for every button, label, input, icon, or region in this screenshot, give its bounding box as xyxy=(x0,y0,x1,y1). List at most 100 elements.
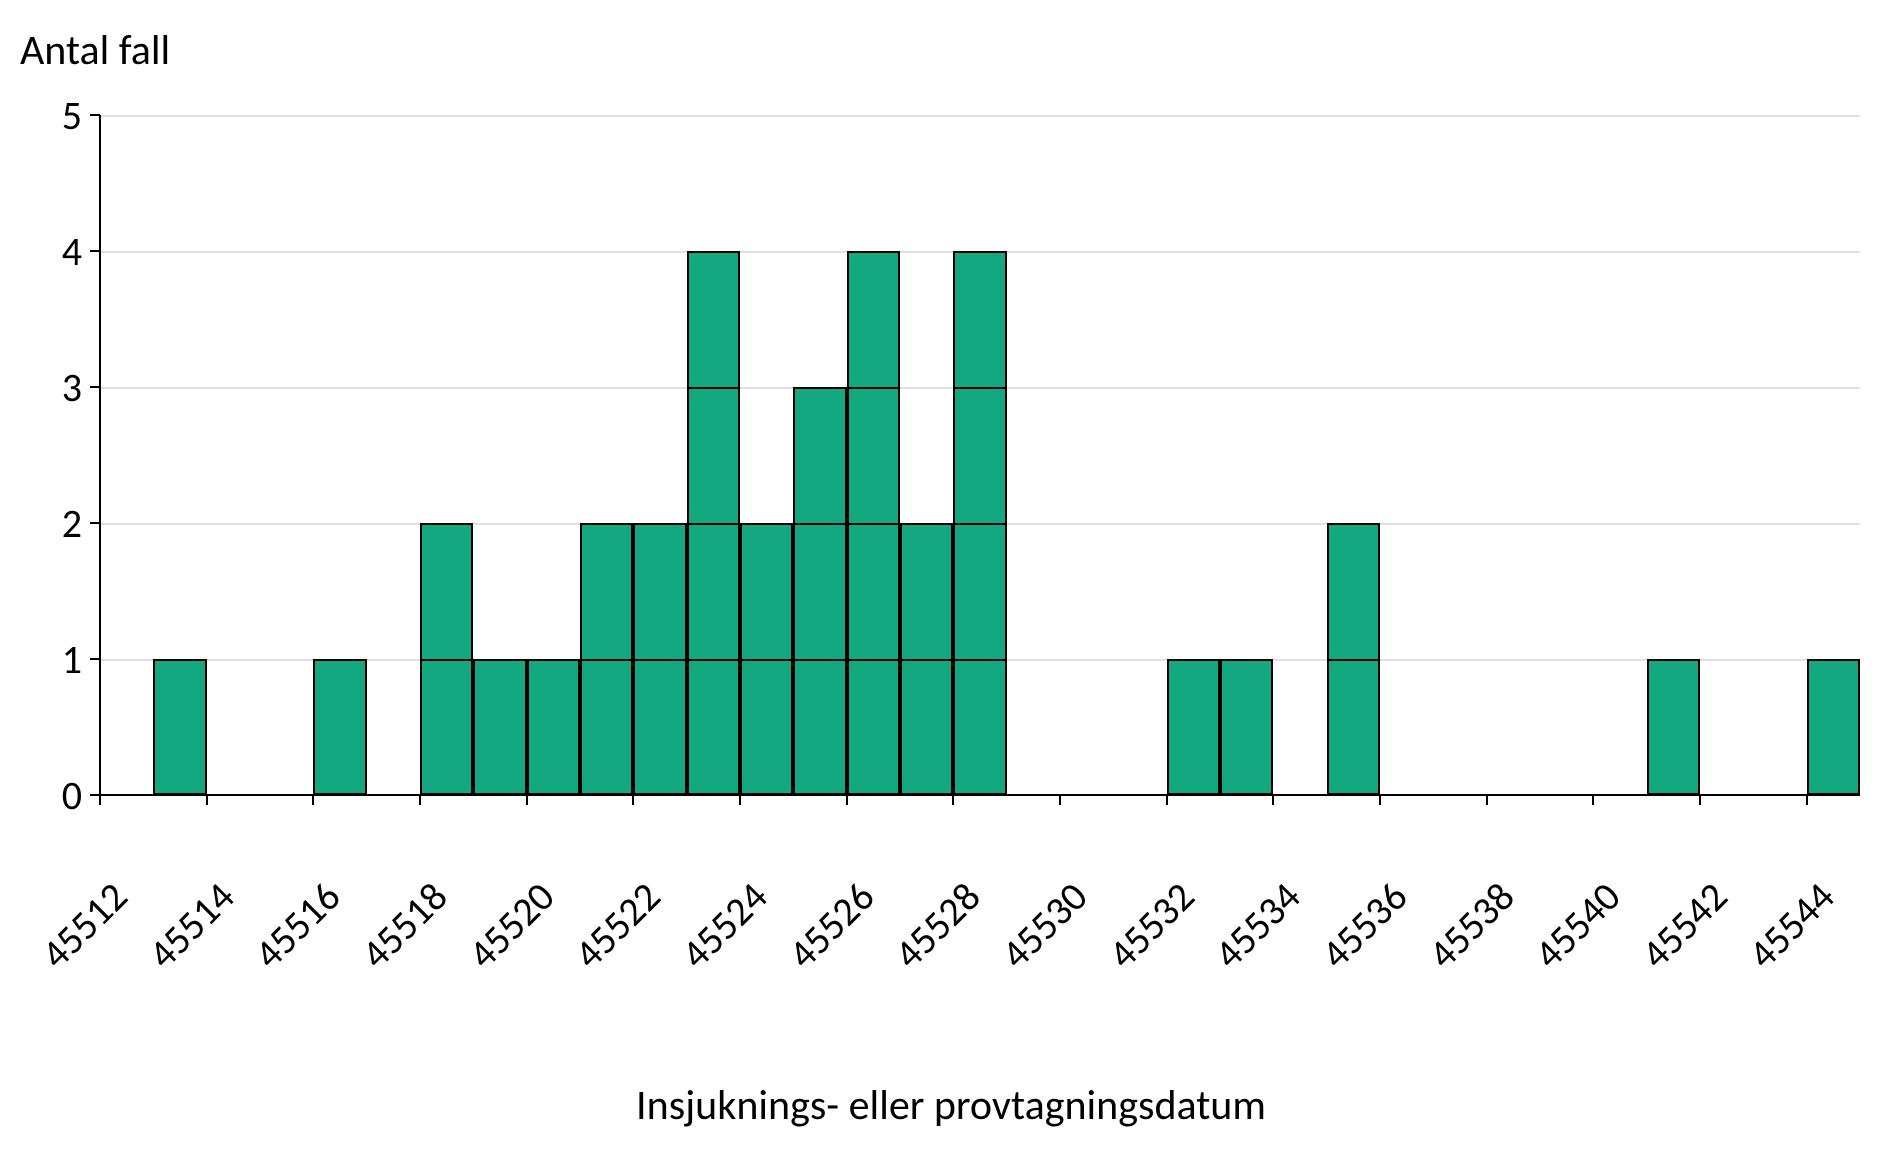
bar-segment xyxy=(953,523,1006,659)
plot-area xyxy=(100,115,1860,795)
x-tick-mark xyxy=(1059,795,1061,805)
y-tick-label: 4 xyxy=(22,227,82,276)
x-tick-mark xyxy=(952,795,954,805)
x-tick-mark xyxy=(846,795,848,805)
bar-segment xyxy=(313,659,366,795)
bar xyxy=(847,251,900,795)
bar-segment xyxy=(793,387,846,523)
x-tick-label: 45540 xyxy=(1497,872,1631,1006)
bars-layer xyxy=(100,115,1860,795)
bar-segment xyxy=(687,251,740,387)
y-tick-mark xyxy=(90,386,100,388)
bar-segment xyxy=(580,659,633,795)
bar-segment xyxy=(847,659,900,795)
bar-segment xyxy=(1220,659,1273,795)
bar xyxy=(313,659,366,795)
bar xyxy=(580,523,633,795)
bar xyxy=(1647,659,1700,795)
x-tick-label: 45532 xyxy=(1070,872,1204,1006)
y-tick-label: 2 xyxy=(22,499,82,548)
x-tick-label: 45544 xyxy=(1710,872,1844,1006)
x-tick-label: 45526 xyxy=(750,872,884,1006)
bar xyxy=(1327,523,1380,795)
bar-segment xyxy=(420,659,473,795)
x-tick-label: 45512 xyxy=(4,872,138,1006)
x-tick-label: 45538 xyxy=(1390,872,1524,1006)
bar-segment xyxy=(900,523,953,659)
x-tick-mark xyxy=(312,795,314,805)
x-tick-mark xyxy=(206,795,208,805)
bar-segment xyxy=(847,523,900,659)
bar-segment xyxy=(740,523,793,659)
x-tick-mark xyxy=(739,795,741,805)
x-tick-label: 45534 xyxy=(1177,872,1311,1006)
bar xyxy=(687,251,740,795)
bar xyxy=(153,659,206,795)
x-tick-label: 45528 xyxy=(857,872,991,1006)
bar xyxy=(900,523,953,795)
bar-segment xyxy=(953,659,1006,795)
bar-segment xyxy=(1647,659,1700,795)
bar-segment xyxy=(847,387,900,523)
bar-segment xyxy=(633,523,686,659)
bar xyxy=(1167,659,1220,795)
x-tick-mark xyxy=(99,795,101,805)
bar-segment xyxy=(527,659,580,795)
x-tick-mark xyxy=(526,795,528,805)
bar-segment xyxy=(953,251,1006,387)
y-tick-label: 3 xyxy=(22,363,82,412)
bar-segment xyxy=(687,523,740,659)
bar xyxy=(1220,659,1273,795)
x-axis-title: Insjuknings- eller provtagningsdatum xyxy=(0,1080,1902,1131)
bar xyxy=(1807,659,1860,795)
x-tick-label: 45542 xyxy=(1604,872,1738,1006)
x-tick-label: 45514 xyxy=(110,872,244,1006)
y-tick-label: 0 xyxy=(22,771,82,820)
bar-segment xyxy=(633,659,686,795)
bar-segment xyxy=(153,659,206,795)
bar-segment xyxy=(740,659,793,795)
y-tick-mark xyxy=(90,522,100,524)
y-tick-label: 1 xyxy=(22,635,82,684)
x-tick-mark xyxy=(1806,795,1808,805)
x-tick-mark xyxy=(1592,795,1594,805)
bar xyxy=(740,523,793,795)
x-tick-mark xyxy=(419,795,421,805)
bar xyxy=(953,251,1006,795)
y-tick-label: 5 xyxy=(22,91,82,140)
y-axis-title: Antal fall xyxy=(20,25,170,76)
x-tick-mark xyxy=(1379,795,1381,805)
bar xyxy=(527,659,580,795)
y-tick-mark xyxy=(90,250,100,252)
y-tick-mark xyxy=(90,658,100,660)
y-tick-mark xyxy=(90,114,100,116)
bar-segment xyxy=(1807,659,1860,795)
x-tick-mark xyxy=(632,795,634,805)
bar xyxy=(420,523,473,795)
x-tick-mark xyxy=(1166,795,1168,805)
bar xyxy=(633,523,686,795)
x-tick-label: 45516 xyxy=(217,872,351,1006)
bar xyxy=(793,387,846,795)
x-tick-mark xyxy=(1272,795,1274,805)
bar-segment xyxy=(847,251,900,387)
bar-segment xyxy=(900,659,953,795)
bar-segment xyxy=(793,523,846,659)
x-tick-label: 45520 xyxy=(430,872,564,1006)
bar-segment xyxy=(687,659,740,795)
bar-segment xyxy=(1327,659,1380,795)
bar-segment xyxy=(580,523,633,659)
bar-chart: Antal fall Insjuknings- eller provtagnin… xyxy=(0,0,1902,1175)
x-tick-label: 45518 xyxy=(324,872,458,1006)
x-tick-label: 45524 xyxy=(644,872,778,1006)
bar-segment xyxy=(1167,659,1220,795)
bar-segment xyxy=(473,659,526,795)
x-tick-label: 45522 xyxy=(537,872,671,1006)
bar-segment xyxy=(687,387,740,523)
x-tick-label: 45530 xyxy=(964,872,1098,1006)
x-tick-mark xyxy=(1699,795,1701,805)
x-tick-label: 45536 xyxy=(1284,872,1418,1006)
x-tick-mark xyxy=(1486,795,1488,805)
bar-segment xyxy=(953,387,1006,523)
bar-segment xyxy=(1327,523,1380,659)
